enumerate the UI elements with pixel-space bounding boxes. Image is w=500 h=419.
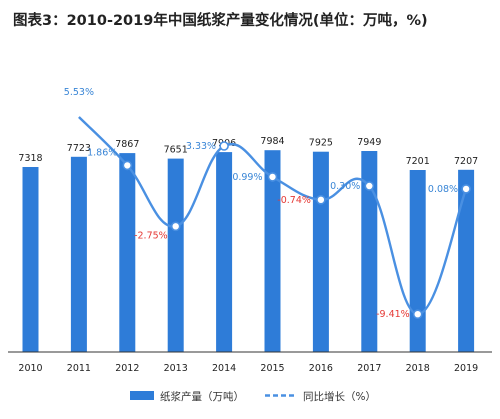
bar-value-label-2012: 7867 xyxy=(115,139,139,150)
x-tick-2011: 2011 xyxy=(67,363,91,374)
growth-label-2014: 3.33% xyxy=(186,141,216,152)
growth-label-2013: -2.75% xyxy=(134,230,168,241)
bar-2013 xyxy=(167,158,184,352)
bar-value-label-2019: 7207 xyxy=(454,156,478,167)
legend-bar-swatch xyxy=(130,391,154,400)
growth-point-2017 xyxy=(364,181,375,191)
x-tick-2015: 2015 xyxy=(260,363,284,374)
bar-2017 xyxy=(361,151,378,352)
legend-line-label: 同比增长（%） xyxy=(303,390,376,403)
x-tick-2013: 2013 xyxy=(164,363,188,374)
bar-2010 xyxy=(22,167,39,352)
x-tick-2018: 2018 xyxy=(406,363,430,374)
bar-2015 xyxy=(264,150,281,352)
growth-point-2012 xyxy=(122,160,133,171)
x-tick-2012: 2012 xyxy=(115,363,139,374)
growth-label-2017: 0.30% xyxy=(330,181,360,192)
bar-value-label-2016: 7925 xyxy=(309,138,333,149)
growth-point-2014 xyxy=(219,141,229,151)
growth-label-2015: 0.99% xyxy=(232,172,262,183)
growth-label-2018: -9.41% xyxy=(376,309,410,320)
bar-value-label-2011: 7723 xyxy=(67,143,91,154)
x-ticks: 2010 2011 2012 2013 2014 2015 2016 2017 2018 2019 xyxy=(18,363,478,374)
x-tick-2017: 2017 xyxy=(357,363,381,374)
x-tick-2014: 2014 xyxy=(212,363,236,374)
bar-value-label-2018: 7201 xyxy=(406,156,430,167)
growth-point-2013 xyxy=(170,221,181,232)
bar-2018 xyxy=(409,170,426,352)
x-tick-2010: 2010 xyxy=(18,363,42,374)
growth-label-2019: 0.08% xyxy=(428,184,458,195)
bar-2016 xyxy=(312,151,329,352)
legend: 纸浆产量（万吨） 同比增长（%） xyxy=(130,390,376,403)
bar-value-label-2015: 7984 xyxy=(260,136,284,147)
growth-point-2019 xyxy=(461,184,471,194)
x-tick-2019: 2019 xyxy=(454,363,478,374)
bar-2019 xyxy=(458,169,475,352)
x-tick-2016: 2016 xyxy=(309,363,333,374)
growth-label-2012: 1.86% xyxy=(87,147,117,158)
growth-point-2018 xyxy=(412,309,423,320)
chart-title: 图表3：2010-2019年中国纸浆产量变化情况(单位：万吨，%) xyxy=(13,11,428,29)
bar-2011 xyxy=(70,156,87,352)
growth-point-2016 xyxy=(316,195,326,205)
growth-label-2016: -0.74% xyxy=(277,195,311,206)
legend-bar-label: 纸浆产量（万吨） xyxy=(160,390,244,403)
bar-2014 xyxy=(216,152,233,352)
line-layer: 5.53% 1.86% -2.75% 3.33% 0.99% -0.74% 0.30% -9.… xyxy=(64,87,471,320)
bar-value-label-2017: 7949 xyxy=(357,137,381,148)
growth-point-2015 xyxy=(267,172,278,182)
growth-label-2011: 5.53% xyxy=(64,87,94,98)
bar-value-label-2013: 7651 xyxy=(164,145,188,156)
bar-2012 xyxy=(119,153,136,352)
bar-value-label-2010: 7318 xyxy=(18,153,42,164)
